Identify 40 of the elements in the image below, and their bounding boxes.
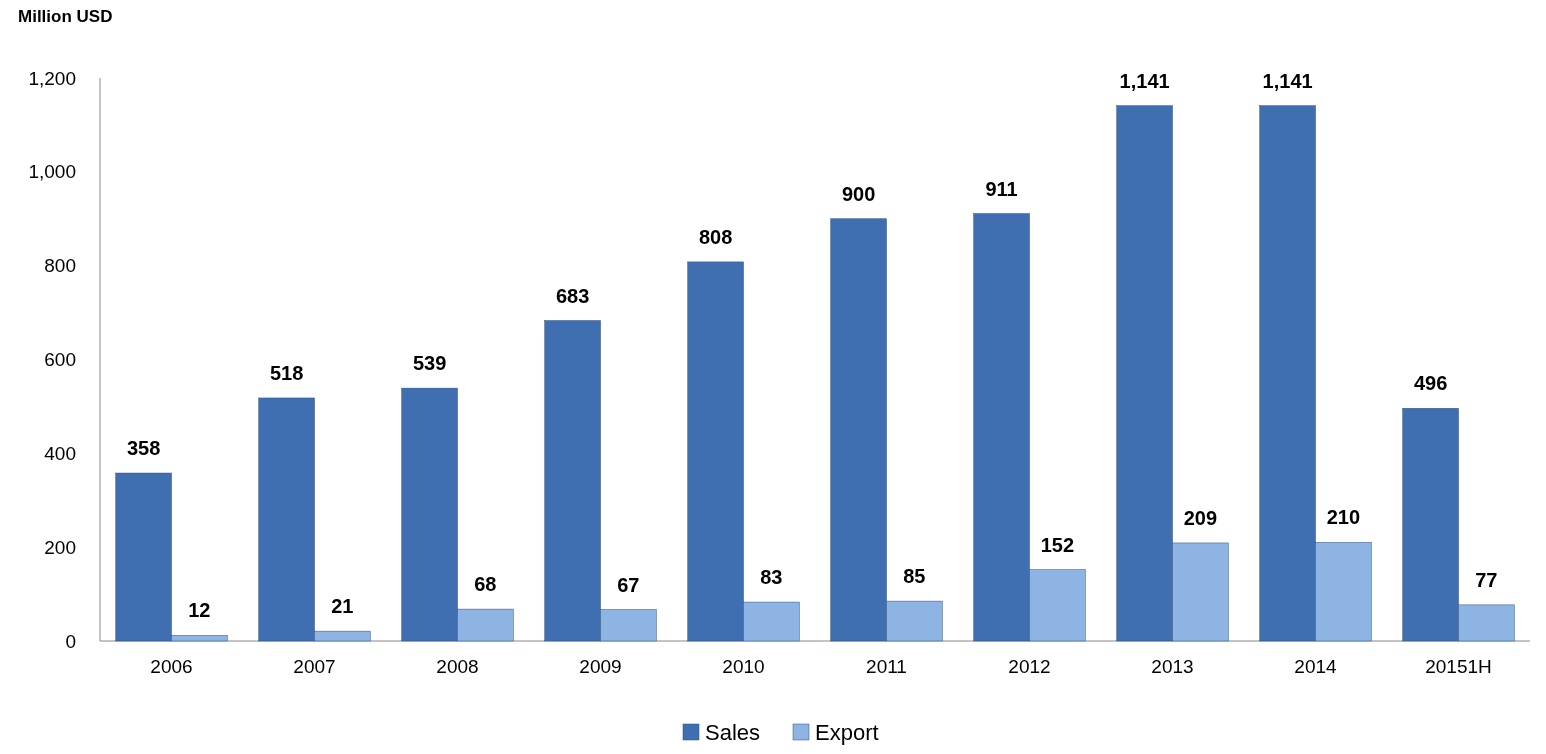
data-label: 1,141 — [1119, 69, 1170, 92]
data-label: 209 — [1183, 506, 1218, 529]
data-label: 683 — [555, 284, 590, 307]
y-tick-label: 400 — [44, 442, 76, 464]
y-tick-label: 1,200 — [28, 67, 76, 89]
data-label: 808 — [698, 225, 733, 248]
y-tick-label: 1,000 — [28, 161, 76, 183]
x-tick-label: 2007 — [293, 656, 336, 677]
x-tick-label: 2013 — [1151, 656, 1194, 677]
legend-label: Sales — [705, 719, 761, 745]
x-tick-label: 2011 — [866, 656, 907, 677]
data-label: 518 — [269, 361, 304, 384]
data-label: 496 — [1413, 372, 1448, 395]
data-label: 152 — [1040, 533, 1075, 556]
data-label: 12 — [188, 599, 211, 622]
data-label: 67 — [617, 573, 640, 596]
data-label: 900 — [841, 182, 876, 205]
x-tick-label: 2014 — [1294, 656, 1338, 677]
data-label: 210 — [1326, 506, 1361, 529]
y-tick-label: 800 — [44, 255, 76, 277]
x-tick-label: 2008 — [436, 656, 479, 677]
data-label: 85 — [903, 565, 926, 588]
data-label: 911 — [985, 177, 1018, 200]
data-label: 358 — [126, 437, 161, 460]
data-label: 77 — [1475, 568, 1498, 591]
data-label: 83 — [760, 566, 783, 589]
data-label: 1,141 — [1262, 69, 1313, 92]
x-tick-label: 2009 — [579, 656, 622, 677]
x-tick-label: 20151H — [1425, 656, 1492, 677]
y-axis-title: Million USD — [18, 7, 113, 26]
data-label: 21 — [331, 595, 354, 618]
x-tick-label: 2012 — [1008, 656, 1051, 677]
y-tick-label: 0 — [65, 630, 76, 652]
data-label: 68 — [474, 573, 497, 596]
x-tick-label: 2010 — [722, 656, 765, 677]
data-label: 539 — [412, 352, 447, 375]
x-tick-label: 2006 — [150, 656, 193, 677]
y-tick-label: 200 — [44, 536, 76, 558]
legend-label: Export — [815, 719, 879, 745]
y-tick-label: 600 — [44, 349, 76, 371]
